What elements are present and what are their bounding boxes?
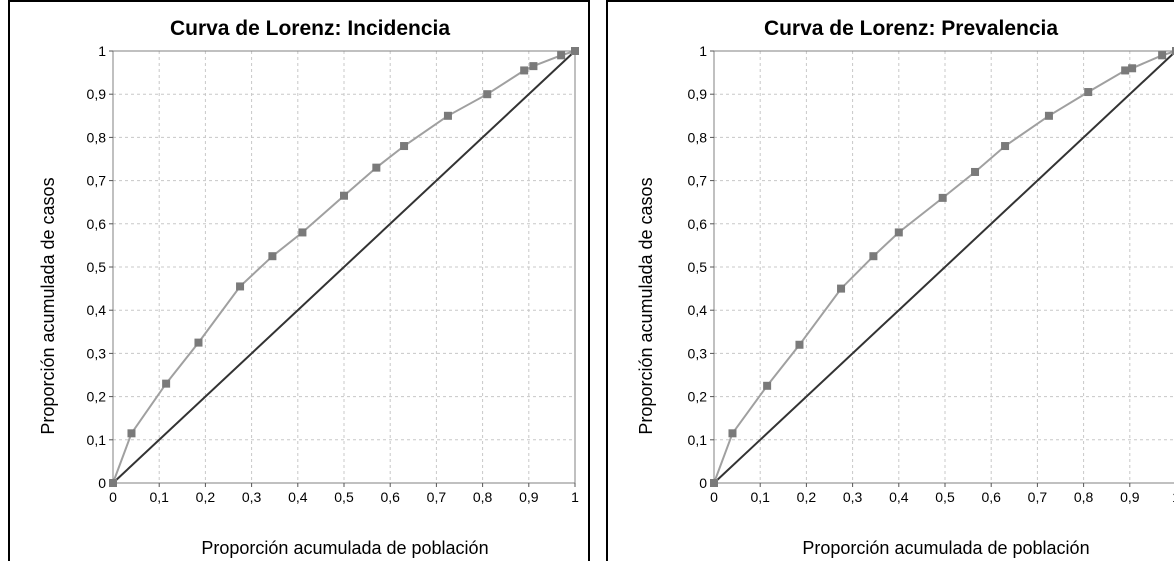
y-tick-label: 0,8 [87,129,107,145]
equality-line [112,50,576,484]
x-tick-label: 0,8 [1074,489,1094,505]
data-point [869,252,878,261]
x-tick-label: 0,1 [149,489,169,505]
data-point [1158,51,1167,60]
data-point [268,252,277,261]
y-tick-label: 0,6 [688,216,708,232]
y-axis-label: Proporción acumulada de casos [38,177,58,434]
y-tick-label: 0 [98,475,106,491]
lorenz-chart-incidencia: Curva de Lorenz: Incidencia Proporción a… [8,0,590,561]
x-tick-label: 0,5 [334,489,354,505]
data-point [400,142,409,151]
x-tick-label: 0,5 [935,489,955,505]
y-tick-label: 0,8 [688,129,708,145]
x-tick-label: 0,8 [473,489,493,505]
x-tick-label: 0,9 [519,489,539,505]
x-tick-label: 0,1 [750,489,770,505]
y-tick-label: 0,9 [688,86,708,102]
y-tick-label: 1 [98,43,106,59]
data-point [127,429,136,438]
data-point [340,191,348,200]
y-tick-label: 0,7 [87,173,107,189]
y-tick-label: 0,5 [688,259,708,275]
y-axis-label: Proporción acumulada de casos [636,177,656,434]
y-tick-label: 0,3 [688,345,708,361]
data-point [529,62,538,71]
y-tick-label: 0,4 [87,302,107,318]
y-tick-label: 0,9 [87,86,107,102]
x-tick-label: 0 [109,489,117,505]
y-tick-label: 0,2 [87,389,107,405]
x-tick-label: 1 [1172,489,1174,505]
data-point [372,163,381,172]
y-tick-label: 0 [699,475,707,491]
x-tick-label: 0,9 [1120,489,1140,505]
y-tick-label: 0,1 [87,432,107,448]
data-point [971,167,980,176]
y-tick-label: 0,7 [688,173,708,189]
chart-title: Curva de Lorenz: Incidencia [170,17,450,40]
x-tick-label: 0,4 [889,489,909,505]
data-point [483,90,492,99]
x-tick-label: 0,2 [797,489,817,505]
data-point [443,111,452,120]
data-point [763,381,772,390]
x-tick-label: 0,6 [380,489,400,505]
lorenz-curve [112,50,576,484]
chart-svg: Curva de Lorenz: Prevalencia Proporción … [636,17,1174,558]
y-tick-label: 0,2 [688,389,708,405]
plot-area: 0 0,1 0,2 0,3 0,4 0,5 0,6 0,7 0,8 0,9 1 0 0,1 0,2 0,3 0… [688,43,1174,505]
data-point [557,51,566,60]
y-tick-label: 0,3 [87,345,107,361]
x-axis-label: Proporción acumulada de población [802,538,1089,558]
x-tick-label: 1 [571,489,579,505]
lorenz-chart-prevalencia: Curva de Lorenz: Prevalencia Proporción … [606,0,1174,561]
y-tick-label: 0,4 [688,302,708,318]
x-tick-label: 0,4 [288,489,308,505]
data-point [1121,66,1130,75]
y-tick-label: 0,6 [87,216,107,232]
data-point [1044,111,1053,120]
x-tick-label: 0,7 [427,489,447,505]
x-axis-label: Proporción acumulada de población [201,538,488,558]
data-point [795,340,804,349]
data-point [1084,88,1093,97]
equality-line [713,51,1174,484]
data-point [894,228,903,237]
chart-title: Curva de Lorenz: Prevalencia [764,17,1058,40]
x-tick-label: 0 [710,489,718,505]
chart-svg: Curva de Lorenz: Incidencia Proporción a… [38,17,580,558]
data-point [728,429,737,438]
data-point [710,479,718,487]
data-point [520,66,529,75]
data-point [1001,142,1010,151]
data-point [938,193,947,202]
data-point [162,379,171,388]
data-point [109,479,117,487]
data-point [236,282,245,291]
data-point [1128,64,1137,73]
data-point [1172,47,1174,55]
x-tick-label: 0,3 [242,489,262,505]
y-tick-label: 0,1 [688,432,708,448]
x-tick-label: 0,6 [981,489,1001,505]
plot-area: 0 0,1 0,2 0,3 0,4 0,5 0,6 0,7 0,8 0,9 1 0 0,1 0,2 0,3 0… [87,43,580,505]
data-point [194,338,203,347]
x-tick-label: 0,3 [843,489,863,505]
x-tick-label: 0,7 [1028,489,1048,505]
y-tick-label: 0,5 [87,259,107,275]
data-point [571,47,579,55]
x-tick-label: 0,2 [196,489,216,505]
data-point [298,228,307,237]
y-tick-label: 1 [699,43,707,59]
data-point [837,284,846,293]
